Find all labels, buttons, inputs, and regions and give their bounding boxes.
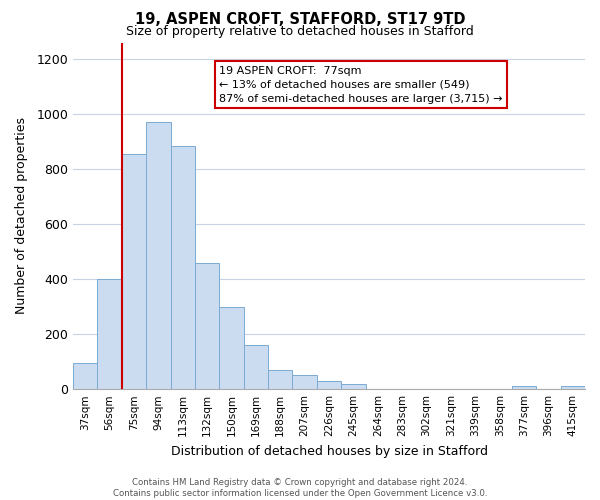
Bar bbox=[195, 262, 220, 389]
Bar bbox=[122, 154, 146, 389]
Bar bbox=[73, 363, 97, 389]
Text: Size of property relative to detached houses in Stafford: Size of property relative to detached ho… bbox=[126, 25, 474, 38]
Bar bbox=[560, 386, 585, 389]
Y-axis label: Number of detached properties: Number of detached properties bbox=[15, 118, 28, 314]
Bar bbox=[317, 381, 341, 389]
Bar bbox=[220, 306, 244, 389]
Text: 19, ASPEN CROFT, STAFFORD, ST17 9TD: 19, ASPEN CROFT, STAFFORD, ST17 9TD bbox=[135, 12, 465, 28]
Bar bbox=[170, 146, 195, 389]
Bar bbox=[244, 345, 268, 389]
Bar bbox=[146, 122, 170, 389]
Bar bbox=[512, 386, 536, 389]
Bar bbox=[268, 370, 292, 389]
Text: Contains HM Land Registry data © Crown copyright and database right 2024.
Contai: Contains HM Land Registry data © Crown c… bbox=[113, 478, 487, 498]
Bar bbox=[97, 279, 122, 389]
X-axis label: Distribution of detached houses by size in Stafford: Distribution of detached houses by size … bbox=[170, 444, 488, 458]
Bar bbox=[292, 376, 317, 389]
Text: 19 ASPEN CROFT:  77sqm
← 13% of detached houses are smaller (549)
87% of semi-de: 19 ASPEN CROFT: 77sqm ← 13% of detached … bbox=[220, 66, 503, 104]
Bar bbox=[341, 384, 365, 389]
